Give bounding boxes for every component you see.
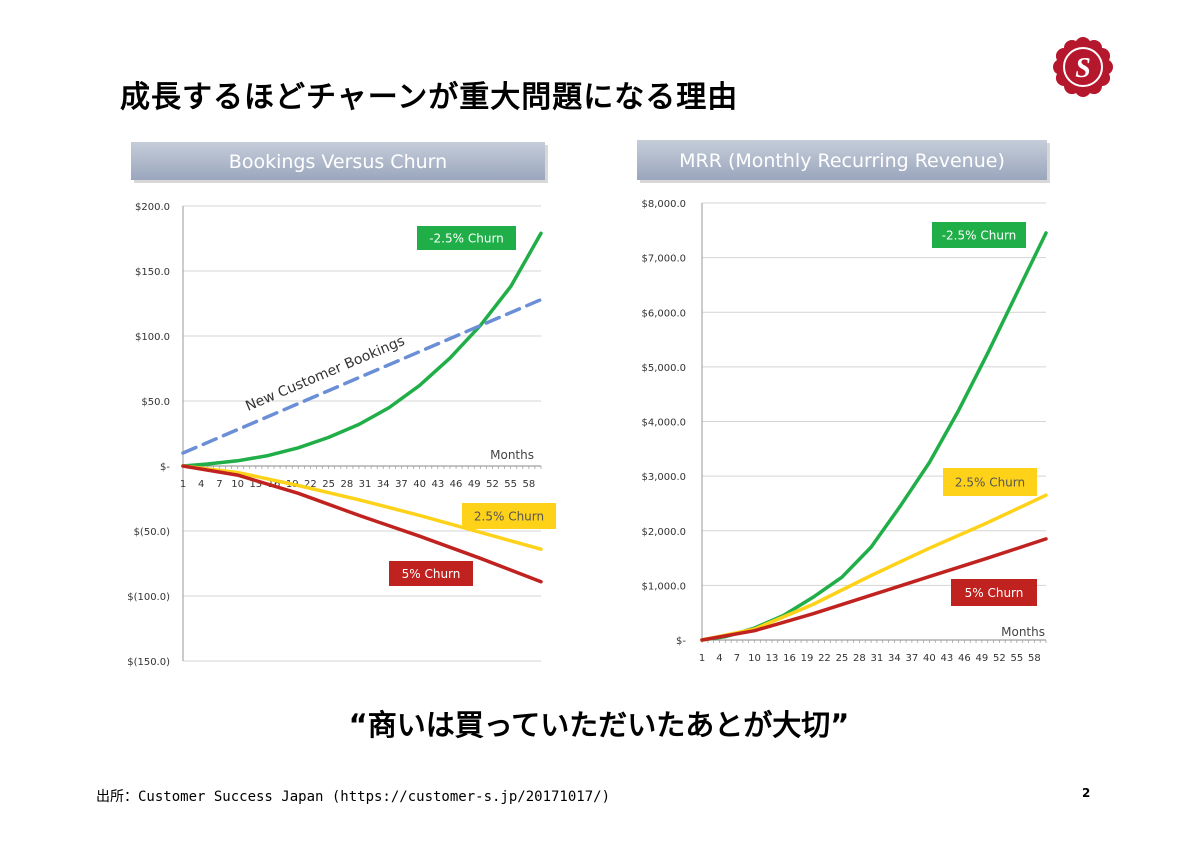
chart-2: MRR (Monthly Recurring Revenue) $8,000.0 $… [637, 140, 1050, 664]
x-tick-label: 46 [958, 653, 971, 664]
y-tick-label: $4,000.0 [641, 418, 686, 429]
x-tick-label: 43 [431, 479, 444, 490]
x-tick-label: 4 [198, 479, 204, 490]
x-tick-label: 22 [304, 479, 317, 490]
x-tick-label: 40 [413, 479, 426, 490]
series-line-blue [181, 297, 543, 455]
x-tick-label: 34 [377, 479, 390, 490]
x-tick-label: 1 [180, 479, 186, 490]
x-tick-label: 31 [359, 479, 372, 490]
x-tick-label: 31 [871, 653, 884, 664]
x-tick-label: 10 [748, 653, 761, 664]
y-tick-label: $3,000.0 [641, 472, 686, 483]
chart-1: Bookings Versus Churn $200.0 $150.0 $100.0 $… [127, 142, 556, 668]
x-tick-label: 22 [818, 653, 831, 664]
series-line-yellow [181, 464, 543, 551]
legend-label: -2.5% Churn [942, 229, 1017, 243]
quote-text: “商いは買っていただいたあとが大切” [348, 708, 850, 742]
legend-label: 2.5% Churn [474, 510, 544, 524]
x-tick-label: 25 [322, 479, 335, 490]
y-tick-label: $(100.0) [127, 592, 170, 603]
legend-label-box [417, 226, 516, 250]
page-number: 2 [1082, 786, 1091, 800]
y-tick-label: $150.0 [135, 267, 170, 278]
y-tick-label: $2,000.0 [641, 527, 686, 538]
legend-label-box [943, 468, 1037, 496]
x-tick-label: 13 [249, 479, 262, 490]
chart-title-banner [131, 142, 545, 180]
x-tick-label: 58 [522, 479, 535, 490]
y-tick-label: $- [160, 462, 170, 473]
legend-label: 5% Churn [965, 586, 1024, 600]
x-tick-label: 52 [993, 653, 1006, 664]
y-tick-label: $5,000.0 [641, 363, 686, 374]
x-axis-label: Months [490, 448, 534, 462]
company-logo: S [1053, 37, 1113, 97]
x-tick-label: 25 [836, 653, 849, 664]
series-line-red [181, 464, 543, 584]
legend-label: 5% Churn [402, 567, 461, 581]
y-tick-label: $6,000.0 [641, 308, 686, 319]
x-tick-label: 19 [801, 653, 814, 664]
x-tick-label: 55 [504, 479, 517, 490]
y-tick-label: $100.0 [135, 332, 170, 343]
y-tick-label: $50.0 [141, 397, 170, 408]
x-axis-label: Months [1001, 625, 1045, 639]
series-line-green [700, 231, 1048, 642]
chart-title-banner [637, 140, 1047, 180]
x-tick-label: 40 [923, 653, 936, 664]
x-tick-label: 28 [853, 653, 866, 664]
series-line-yellow [700, 493, 1048, 642]
x-tick-label: 28 [340, 479, 353, 490]
legend-label: 2.5% Churn [955, 476, 1025, 490]
legend-label-box [462, 503, 556, 529]
y-tick-label: $7,000.0 [641, 254, 686, 265]
x-tick-label: 46 [450, 479, 463, 490]
x-tick-label: 49 [975, 653, 988, 664]
legend-label-box [932, 222, 1026, 248]
x-tick-label: 34 [888, 653, 901, 664]
source-citation: 出所：Customer Success Japan (https://custo… [96, 789, 611, 805]
x-tick-label: 4 [716, 653, 722, 664]
x-tick-label: 52 [486, 479, 499, 490]
logo-letter: S [1075, 53, 1091, 84]
x-tick-label: 7 [734, 653, 740, 664]
series-line-red [700, 537, 1048, 642]
x-tick-label: 43 [941, 653, 954, 664]
legend-label: -2.5% Churn [429, 232, 504, 246]
x-tick-label: 37 [906, 653, 919, 664]
chart-annotation: New Customer Bookings [243, 333, 407, 415]
y-tick-label: $- [676, 636, 686, 647]
y-tick-label: $200.0 [135, 202, 170, 213]
legend-label-box [389, 561, 473, 586]
y-tick-label: $1,000.0 [641, 581, 686, 592]
x-tick-label: 1 [699, 653, 705, 664]
x-tick-label: 7 [216, 479, 222, 490]
x-tick-label: 16 [783, 653, 796, 664]
chart-title: MRR (Monthly Recurring Revenue) [679, 150, 1005, 172]
x-tick-label: 55 [1010, 653, 1023, 664]
x-tick-label: 49 [468, 479, 481, 490]
y-tick-label: $(150.0) [127, 657, 170, 668]
x-tick-label: 13 [766, 653, 779, 664]
x-tick-label: 37 [395, 479, 408, 490]
y-tick-label: $(50.0) [134, 527, 171, 538]
slide-title: 成長するほどチャーンが重大問題になる理由 [120, 80, 739, 115]
x-tick-label: 10 [231, 479, 244, 490]
y-tick-label: $8,000.0 [641, 199, 686, 210]
legend-label-box [951, 579, 1037, 606]
x-tick-label: 58 [1028, 653, 1041, 664]
chart-title: Bookings Versus Churn [229, 151, 447, 173]
